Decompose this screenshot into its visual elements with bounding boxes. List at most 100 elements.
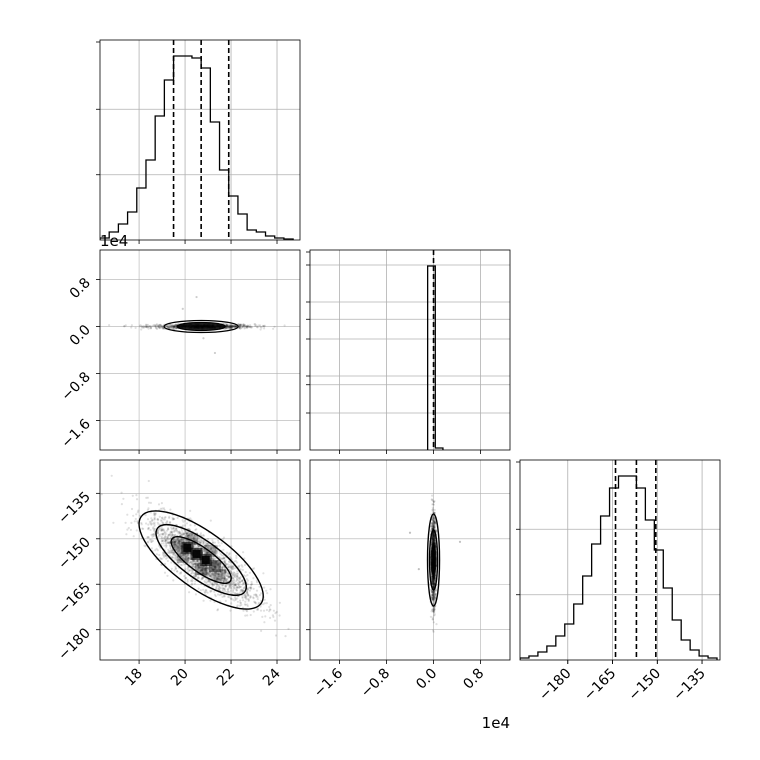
scatter-p0-p2-point	[209, 566, 212, 569]
scatter-p1-p2-point	[429, 525, 432, 528]
scatter-p0-p2-point	[170, 531, 173, 534]
scatter-p1-p2-contour-core	[430, 544, 437, 576]
scatter-p0-p1-point	[152, 324, 155, 327]
scatter-p0-p2-point	[174, 558, 177, 561]
scatter-p1-p2-point	[433, 534, 436, 537]
scatter-p0-p2-point	[196, 559, 200, 562]
scatter-p0-p2-point	[193, 563, 196, 566]
scatter-p0-p2-point	[160, 537, 163, 540]
scatter-p1-p2-point	[432, 599, 435, 602]
scatter-p0-p2-point	[244, 596, 247, 599]
scatter-p0-p2-point	[195, 528, 198, 531]
scatter-p1-p2-point	[431, 590, 434, 594]
scatter-p0-p1-point	[172, 325, 175, 328]
scatter-p0-p2-point	[225, 573, 228, 576]
scatter-p0-p2-point	[194, 545, 198, 548]
scatter-p1-p2-point	[433, 575, 436, 578]
scatter-p0-p2-point	[206, 569, 209, 573]
scatter-p0-p2-point	[206, 546, 210, 550]
scatter-p1-p2-point	[434, 574, 437, 577]
scatter-p1-p2-point	[431, 541, 434, 544]
scatter-p0-p2-point	[223, 572, 226, 576]
scatter-p1-p2-point	[432, 597, 436, 600]
scatter-p1-p2-point	[433, 537, 436, 541]
scatter-p0-p2-point	[189, 509, 192, 512]
scatter-p0-p1-point	[228, 325, 231, 328]
scatter-p0-p2-point	[269, 608, 272, 611]
scatter-p0-p2-point	[153, 527, 156, 530]
scatter-p0-p2-point	[218, 587, 221, 590]
scatter-p1-p2-point	[432, 537, 435, 541]
scatter-p0-p2-point	[170, 549, 173, 552]
scatter-p0-p2-point	[212, 561, 215, 564]
scatter-p1-p2-point	[430, 591, 433, 594]
scatter-p1-p2-point	[432, 576, 435, 579]
scatter-p0-p2-point	[232, 565, 235, 569]
scatter-p0-p2-point	[209, 590, 212, 593]
scatter-p0-p2-point	[223, 577, 226, 580]
scatter-p0-p2-point	[194, 574, 197, 578]
scatter-p0-p2-point	[194, 543, 197, 547]
scatter-p0-p2-point	[126, 513, 129, 516]
scatter-p0-p1-point	[232, 325, 235, 328]
scatter-p1-p2-point	[431, 579, 434, 582]
scatter-p0-p2-point	[221, 595, 224, 599]
scatter-p0-p1-point	[249, 325, 253, 328]
scatter-p1-p2-point	[432, 596, 435, 600]
scatter-p1-p2-point	[431, 509, 434, 512]
scatter-p0-p2-point	[204, 581, 207, 584]
scatter-p0-p2-point	[136, 520, 139, 523]
ticks-scatter-p0-p2: 18 20 22 24−135−150−165−180	[55, 489, 284, 690]
scatter-p0-p2-point	[194, 561, 197, 564]
scatter-p0-p2-point	[244, 593, 247, 596]
scatter-p0-p2-point	[224, 570, 227, 574]
scatter-p0-p2-point	[186, 531, 189, 534]
scatter-p0-p1-point	[229, 324, 232, 327]
scatter-p1-p2-point	[432, 503, 435, 506]
scatter-p1-p2-point	[431, 537, 434, 540]
scatter-p0-p2-point	[206, 551, 209, 554]
scatter-p1-p2-point	[435, 530, 438, 533]
scatter-p0-p2-point	[152, 526, 155, 529]
scatter-p0-p2-point	[236, 570, 239, 573]
scatter-p0-p2-point	[171, 516, 174, 519]
scatter-p0-p2-point	[174, 556, 178, 559]
scatter-p0-p1-point	[225, 327, 228, 330]
scatter-p0-p1-outlier	[195, 295, 198, 299]
scatter-p0-p2-point	[192, 538, 195, 541]
scatter-p0-p2-point	[214, 560, 217, 563]
scatter-p0-p2-point	[218, 593, 221, 597]
scatter-p0-p1-point	[258, 324, 262, 327]
scatter-p1-p2-point	[433, 511, 436, 514]
scatter-p0-p2-point	[194, 573, 197, 576]
scatter-p0-p2-point	[227, 588, 230, 591]
scatter-p0-p1-point	[154, 326, 157, 329]
scatter-p0-p2-point	[171, 542, 174, 545]
scatter-p0-p2-point	[177, 540, 181, 543]
scatter-p1-p2-point	[431, 579, 434, 582]
scatter-p0-p2-point	[173, 546, 176, 549]
scatter-p0-p2-point	[185, 557, 188, 560]
scatter-p0-p2-point	[189, 560, 192, 564]
scatter-p0-p2-point	[185, 556, 188, 559]
scatter-p0-p1-point	[233, 325, 236, 328]
scatter-p0-p2-point	[233, 587, 236, 590]
scatter-p1-p2-point	[431, 597, 434, 601]
scatter-p1-p2-point	[432, 576, 435, 579]
scatter-p0-p2-point	[173, 530, 176, 533]
scatter-p0-p1-point	[153, 323, 157, 327]
scatter-p0-p2-point	[234, 583, 237, 587]
scatter-p0-p2-point	[214, 566, 217, 569]
scatter-p0-p2-point	[230, 571, 233, 574]
scatter-p1-p2-point	[432, 593, 435, 596]
scatter-p1-p2-point	[431, 527, 434, 530]
scatter-p0-p2-point	[176, 539, 179, 542]
scatter-p1-p2-point	[432, 516, 435, 519]
scatter-p0-p2-point	[201, 569, 204, 572]
scatter-p0-p1-point	[272, 327, 275, 330]
scatter-p0-p1-point	[247, 325, 250, 328]
scatter-p0-p2-point	[151, 535, 154, 538]
scatter-p0-p2-point	[205, 578, 208, 581]
scatter-p0-p2-point	[230, 565, 233, 569]
scatter-p0-p2-point	[184, 577, 187, 580]
